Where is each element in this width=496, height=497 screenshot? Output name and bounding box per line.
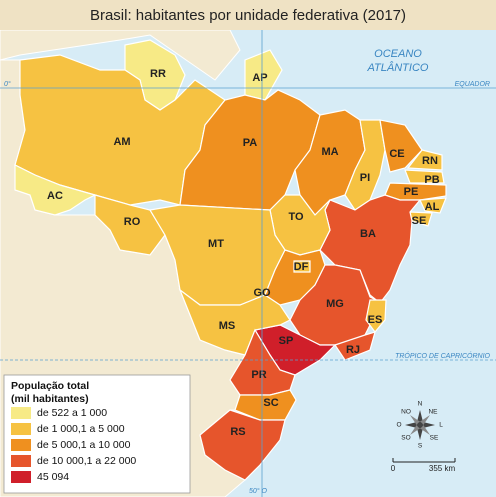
compass-rose <box>410 415 430 435</box>
state-label: RN <box>422 155 438 167</box>
legend-box <box>3 374 191 494</box>
state-area <box>419 197 447 214</box>
compass-rose <box>405 410 435 440</box>
state-area <box>178 288 291 356</box>
state-area <box>244 49 283 101</box>
legend-label: de 10 000,1 a 22 000 <box>37 455 136 467</box>
state-label: PA <box>243 137 258 149</box>
title-bar <box>0 0 496 30</box>
state-label: SC <box>263 397 278 409</box>
state-label: MS <box>219 320 236 332</box>
state-label: MT <box>208 238 224 250</box>
state-label: PB <box>424 174 439 186</box>
state-area <box>334 331 376 361</box>
state-label: PI <box>360 172 370 184</box>
scale-bar: 0 355 km <box>391 458 456 473</box>
compass-label: O <box>396 422 401 429</box>
state-label: PR <box>251 369 266 381</box>
legend-swatch <box>11 455 31 467</box>
state-area <box>365 299 387 333</box>
compass-label: N <box>418 401 423 408</box>
state-label: TO <box>288 211 304 223</box>
state-label: ES <box>368 314 383 326</box>
legend-swatch <box>11 471 31 483</box>
compass-label: NE <box>428 409 438 416</box>
scale-start: 0 <box>391 464 396 473</box>
state-label: RJ <box>346 344 360 356</box>
state-label: RR <box>150 68 166 80</box>
state-label: RS <box>230 426 245 438</box>
state-label: AC <box>47 190 63 202</box>
compass-label: SO <box>401 435 410 442</box>
compass-label: NO <box>401 409 411 416</box>
state-label: SE <box>412 215 427 227</box>
tropic-label: TRÓPICO DE CAPRICÓRNIO <box>395 351 490 360</box>
state-area <box>179 89 321 211</box>
state-label: CE <box>389 148 404 160</box>
legend-label: de 1 000,1 a 5 000 <box>37 423 125 435</box>
state-area <box>293 260 311 273</box>
legend: População total (mil habitantes) de 522 … <box>3 374 191 494</box>
state-label: DF <box>294 261 309 273</box>
legend-label: de 522 a 1 000 <box>37 407 107 419</box>
state-label: AL <box>425 201 440 213</box>
state-label: AP <box>252 72 267 84</box>
legend-swatch <box>11 423 31 435</box>
legend-title: População total <box>11 380 89 392</box>
state-label: AM <box>113 136 130 148</box>
state-area <box>14 164 97 216</box>
equator-label: EQUADOR <box>455 81 490 88</box>
state-area <box>234 389 297 421</box>
legend-swatch <box>11 407 31 419</box>
state-label: PE <box>404 186 419 198</box>
legend-label: 45 094 <box>37 471 69 483</box>
state-label: SP <box>279 335 294 347</box>
state-area <box>406 149 443 171</box>
state-label: BA <box>360 228 376 240</box>
compass-label: SE <box>430 435 439 442</box>
meridian-label: 50° O <box>249 487 268 495</box>
state-area <box>379 119 423 173</box>
state-area <box>94 194 166 256</box>
ocean-label: ATLÂNTICO <box>367 61 429 74</box>
legend-title: (mil habitantes) <box>11 393 89 405</box>
ocean-label: OCEANO <box>374 48 422 60</box>
compass-label: S <box>418 443 423 450</box>
state-area <box>404 169 445 184</box>
states: RR APAMACROPAMAPICERNPBPEALSEBATOMTGODFMG… <box>14 39 447 481</box>
legend-items: de 522 a 1 000 de 1 000,1 a 5 000 de 5 000… <box>11 407 136 483</box>
scale-end: 355 km <box>429 464 456 473</box>
legend-swatch <box>11 439 31 451</box>
state-label: MG <box>326 298 344 310</box>
state-label: MA <box>321 146 338 158</box>
compass-label: L <box>439 422 443 429</box>
state-area <box>229 328 296 396</box>
legend-label: de 5 000,1 a 10 000 <box>37 439 131 451</box>
state-area <box>199 409 286 481</box>
title: Brasil: habitantes por unidade federativ… <box>90 7 406 24</box>
equator-degree: 0° <box>4 80 11 88</box>
state-label: RO <box>124 216 141 228</box>
